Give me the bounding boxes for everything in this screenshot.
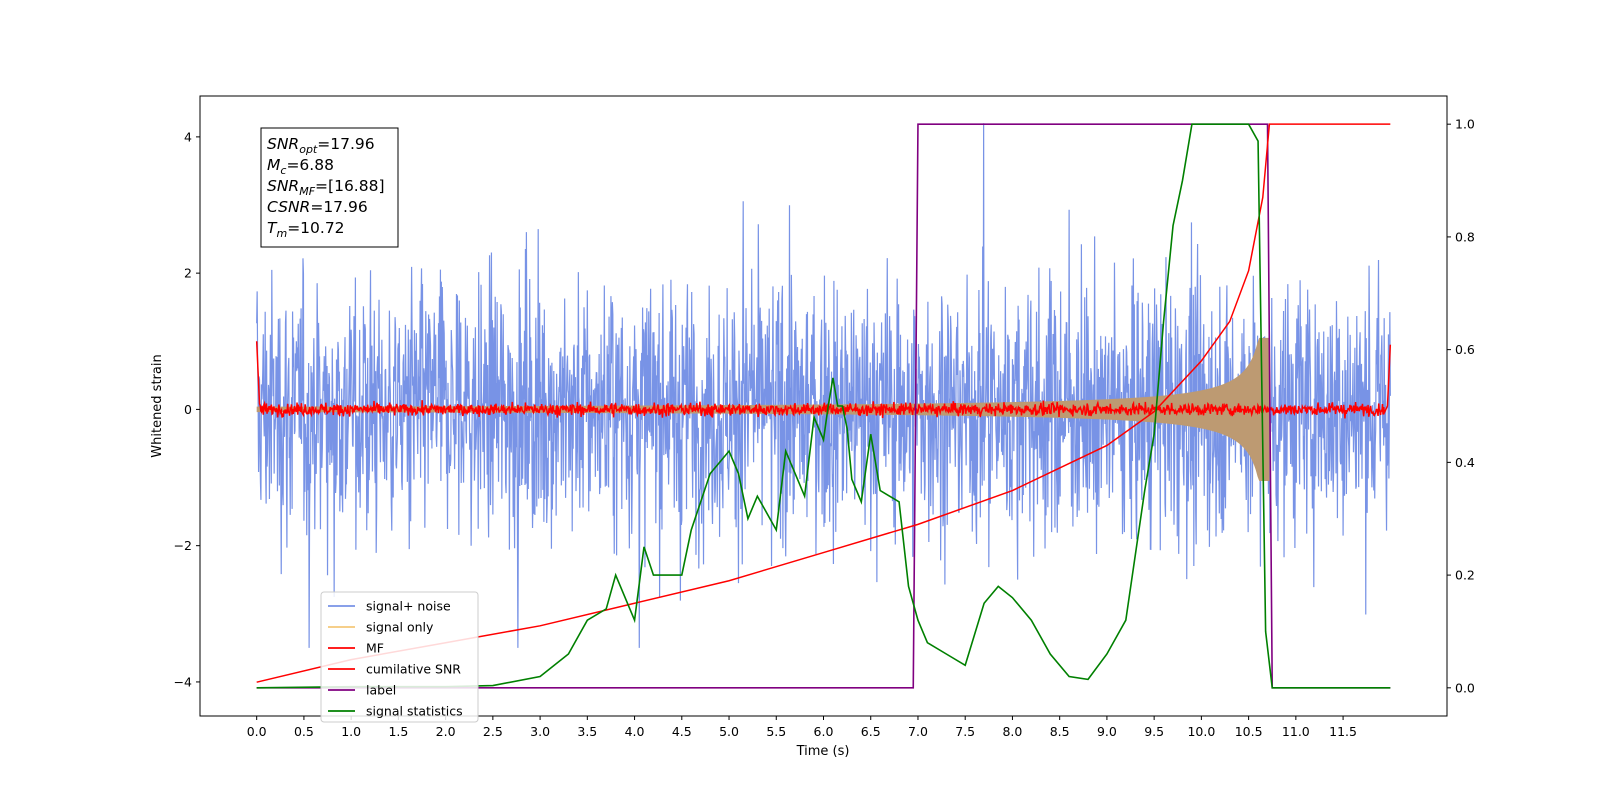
x-axis-label: Time (s) xyxy=(796,744,850,759)
annotation-sub: m xyxy=(276,227,287,240)
annotation-line: Tm=10.72 xyxy=(267,219,345,240)
y-axis-left: 4 2 0 −2 −4 xyxy=(174,129,200,689)
annotation-value: =17.96 xyxy=(317,135,374,153)
y2-tick-label: 0.2 xyxy=(1455,568,1475,583)
legend: signal+ noise signal only MF cumilative SNR… xyxy=(320,591,479,723)
legend-entry: label xyxy=(366,683,396,698)
x-tick-label: 8.5 xyxy=(1050,724,1070,739)
y-tick-label: 0 xyxy=(184,402,192,417)
y2-tick-label: 1.0 xyxy=(1455,117,1475,132)
x-tick-label: 11.0 xyxy=(1282,724,1310,739)
annotation-var: M xyxy=(267,156,280,174)
annotation-value: =17.96 xyxy=(310,198,367,216)
y2-tick-label: 0.0 xyxy=(1455,680,1475,695)
legend-entry: signal+ noise xyxy=(366,599,451,614)
y2-tick-label: 0.4 xyxy=(1455,455,1475,470)
x-tick-label: 7.0 xyxy=(908,724,928,739)
annotation-value: =10.72 xyxy=(287,219,344,237)
annotation-var: CSNR xyxy=(267,198,310,216)
series-cumulative-snr xyxy=(256,123,1391,683)
legend-entry: cumilative SNR xyxy=(366,662,461,677)
x-tick-label: 8.0 xyxy=(1002,724,1022,739)
y-tick-label: 2 xyxy=(184,266,192,281)
x-tick-label: 3.0 xyxy=(530,724,550,739)
x-tick-label: 5.0 xyxy=(719,724,739,739)
y-tick-label: −2 xyxy=(174,538,192,553)
x-tick-label: 2.0 xyxy=(436,724,456,739)
plot-area xyxy=(255,123,1392,689)
annotation-line: Mc=6.88 xyxy=(267,156,334,177)
legend-entry: MF xyxy=(366,641,384,656)
x-tick-label: 1.0 xyxy=(341,724,361,739)
annotation-line: SNRMF=[16.88] xyxy=(267,177,385,198)
y-tick-label: −4 xyxy=(174,674,192,689)
annotation-frame xyxy=(260,127,399,248)
x-tick-label: 9.5 xyxy=(1144,724,1164,739)
x-tick-label: 10.0 xyxy=(1187,724,1215,739)
x-tick-label: 4.5 xyxy=(672,724,692,739)
annotation-var: T xyxy=(267,219,278,237)
x-tick-label: 0.0 xyxy=(247,724,267,739)
legend-entry: signal statistics xyxy=(366,704,463,719)
x-tick-label: 4.0 xyxy=(625,724,645,739)
y-axis-right: 1.0 0.8 0.6 0.4 0.2 0.0 xyxy=(1447,117,1475,695)
legend-entry: signal only xyxy=(366,620,434,635)
annotation-var: SNR xyxy=(267,135,299,153)
y2-tick-label: 0.8 xyxy=(1455,229,1475,244)
annotation-value: =6.88 xyxy=(286,156,334,174)
x-tick-label: 5.5 xyxy=(766,724,786,739)
x-tick-label: 3.5 xyxy=(577,724,597,739)
annotation-line: CSNR=17.96 xyxy=(267,198,368,216)
x-tick-label: 2.5 xyxy=(483,724,503,739)
annotation-value: =[16.88] xyxy=(315,177,384,195)
series-signal-noise xyxy=(256,123,1391,648)
y-axis-label: Whitened strain xyxy=(150,354,165,457)
x-tick-label: 10.5 xyxy=(1235,724,1263,739)
annotation-sub: c xyxy=(280,164,286,177)
x-tick-label: 7.5 xyxy=(955,724,975,739)
y-tick-label: 4 xyxy=(184,129,192,144)
x-tick-label: 11.5 xyxy=(1329,724,1357,739)
annotation-sub: opt xyxy=(299,143,318,156)
x-tick-label: 9.0 xyxy=(1097,724,1117,739)
x-tick-label: 6.0 xyxy=(814,724,834,739)
x-axis: 0.0 0.5 1.0 1.5 2.0 2.5 3.0 3.5 4.0 4.5 5.0 5.5 6.0 6… xyxy=(247,716,1357,739)
series-signal-statistics xyxy=(256,123,1391,689)
y2-tick-label: 0.6 xyxy=(1455,342,1475,357)
series-mf xyxy=(255,341,1392,419)
x-tick-label: 0.5 xyxy=(294,724,314,739)
annotation-line: SNRopt=17.96 xyxy=(267,135,375,156)
annotation-sub: MF xyxy=(299,185,315,198)
legend-frame xyxy=(320,591,479,723)
x-tick-label: 6.5 xyxy=(861,724,881,739)
annotation-var: SNR xyxy=(267,177,299,195)
x-tick-label: 1.5 xyxy=(388,724,408,739)
annotation-box: SNRopt=17.96Mc=6.88SNRMF=[16.88]CSNR=17.… xyxy=(260,127,399,248)
